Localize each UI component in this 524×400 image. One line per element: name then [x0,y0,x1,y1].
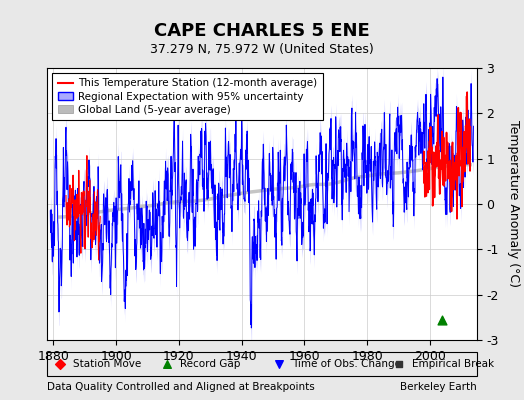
Point [275,361,283,367]
Text: Berkeley Earth: Berkeley Earth [400,382,477,392]
Text: Record Gap: Record Gap [180,359,241,369]
Text: Time of Obs. Change: Time of Obs. Change [292,359,401,369]
Point [56,361,64,367]
Text: Station Move: Station Move [73,359,141,369]
Point [163,361,172,367]
Point [395,361,403,367]
Text: 37.279 N, 75.972 W (United States): 37.279 N, 75.972 W (United States) [150,43,374,56]
Y-axis label: Temperature Anomaly (°C): Temperature Anomaly (°C) [507,120,520,288]
Text: Data Quality Controlled and Aligned at Breakpoints: Data Quality Controlled and Aligned at B… [47,382,315,392]
Text: CAPE CHARLES 5 ENE: CAPE CHARLES 5 ENE [154,22,370,40]
Legend: This Temperature Station (12-month average), Regional Expectation with 95% uncer: This Temperature Station (12-month avera… [52,73,323,120]
Point [438,316,446,323]
Text: Empirical Break: Empirical Break [412,359,495,369]
